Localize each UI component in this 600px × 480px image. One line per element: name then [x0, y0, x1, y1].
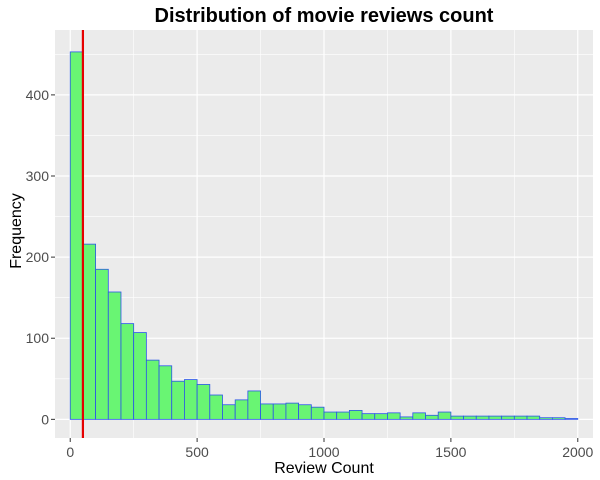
histogram-bar	[82, 243, 97, 420]
histogram-bar	[387, 412, 401, 420]
histogram-bar	[539, 417, 553, 420]
histogram-bar	[120, 323, 135, 420]
histogram-bar	[95, 268, 109, 420]
x-tick-label: 1000	[308, 444, 339, 460]
histogram-bar	[222, 404, 236, 420]
y-tick-label: 100	[26, 330, 50, 346]
histogram-bar	[348, 410, 363, 420]
histogram-bar	[488, 415, 503, 420]
histogram-bar	[310, 406, 325, 420]
y-tick-label: 200	[26, 249, 50, 265]
histogram-bar	[69, 51, 84, 420]
histogram-bar	[412, 412, 426, 420]
histogram-bar	[526, 415, 541, 420]
histogram-bar	[145, 359, 160, 420]
x-tick-label: 500	[185, 444, 209, 460]
histogram-bar	[399, 416, 414, 420]
histogram-bars	[69, 51, 579, 420]
histogram-bar	[374, 413, 388, 420]
histogram-bar	[298, 404, 312, 420]
histogram-bar	[247, 390, 261, 420]
x-axis-label: Review Count	[274, 460, 374, 477]
histogram-bar	[196, 384, 211, 420]
histogram-bar	[260, 403, 274, 420]
histogram-bar	[425, 414, 439, 420]
histogram-bar	[513, 415, 528, 420]
y-axis-ticks: 0 100 200 300 400	[26, 87, 55, 427]
histogram-bar	[437, 411, 452, 420]
histogram-bar	[463, 415, 477, 420]
histogram-bar	[133, 332, 147, 420]
histogram-bar	[184, 379, 198, 420]
y-tick-label: 300	[26, 168, 50, 184]
x-axis-ticks: 0 500 1000 1500 2000	[66, 438, 594, 460]
histogram-bar	[501, 415, 515, 420]
y-tick-label: 400	[26, 87, 50, 103]
histogram-bar	[564, 418, 579, 420]
x-tick-label: 2000	[562, 444, 593, 460]
histogram-bar	[336, 411, 350, 420]
chart-title: Distribution of movie reviews count	[155, 5, 494, 27]
histogram-bar	[323, 411, 338, 420]
histogram-bar	[171, 380, 185, 420]
histogram-bar	[361, 413, 376, 420]
y-axis-label: Frequency	[8, 193, 25, 269]
x-tick-label: 0	[66, 444, 74, 460]
histogram-bar	[285, 402, 300, 420]
histogram-bar	[475, 415, 490, 420]
histogram-bar	[551, 417, 566, 420]
histogram-bar	[450, 415, 464, 420]
x-tick-label: 1500	[435, 444, 466, 460]
histogram-bar	[272, 403, 287, 420]
histogram-bar	[234, 399, 249, 420]
histogram-bar	[209, 394, 223, 420]
histogram-bar	[158, 365, 173, 420]
histogram-bar	[107, 291, 122, 420]
y-tick-label: 0	[41, 411, 49, 427]
